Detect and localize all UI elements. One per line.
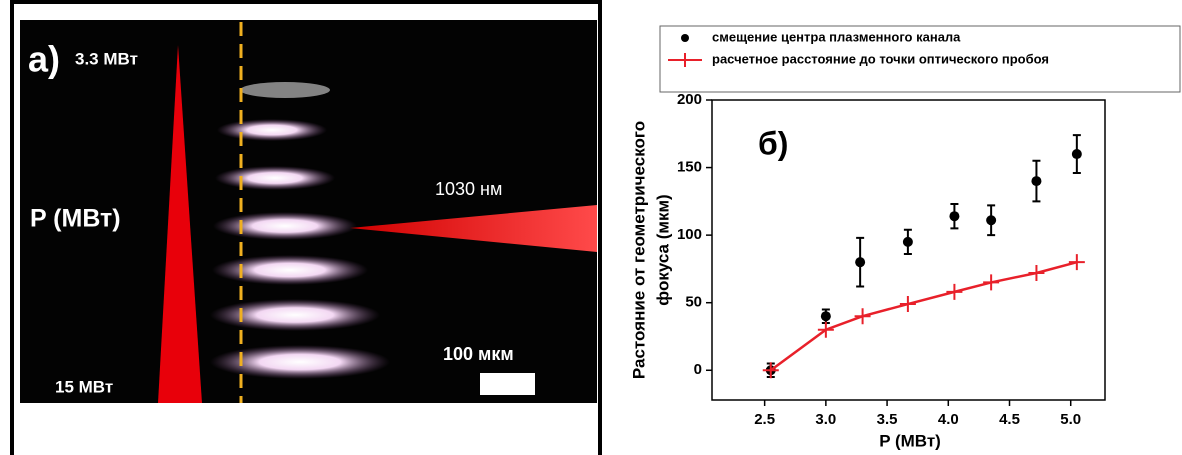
glow	[210, 299, 380, 331]
x-tick-label: 4.5	[999, 411, 1020, 428]
wavelength-label: 1030 нм	[435, 179, 502, 199]
x-tick-label: 4.0	[938, 411, 959, 428]
x-tick-label: 5.0	[1060, 411, 1081, 428]
scale-bar	[480, 373, 535, 395]
point	[903, 237, 913, 247]
point	[821, 311, 831, 321]
point	[949, 211, 959, 221]
y-axis-label: фокуса (мкм)	[653, 194, 672, 305]
glow	[217, 119, 327, 141]
glow	[215, 166, 335, 190]
y-tick-label: 200	[677, 91, 702, 108]
y-tick-label: 0	[694, 361, 702, 378]
point	[900, 296, 916, 312]
y-axis-label: Растояние от геометрического	[629, 121, 648, 379]
y-tick-label: 100	[677, 226, 702, 243]
x-tick-label: 2.5	[754, 411, 775, 428]
figure: a) 3.3 МВт P (МВт) 15 МВт 1030 нм 100 мк…	[0, 0, 1182, 455]
point	[983, 274, 999, 290]
glow	[210, 345, 390, 379]
power-label: 3.3 МВт	[75, 49, 138, 68]
panel-label: a)	[28, 39, 60, 80]
glow	[213, 212, 357, 240]
scale-label: 100 мкм	[443, 344, 514, 364]
legend-swatch	[681, 34, 689, 42]
x-tick-label: 3.0	[815, 411, 836, 428]
y-tick-label: 50	[685, 294, 702, 311]
power-label: 15 МВт	[55, 377, 113, 396]
power-label: P (МВт)	[30, 205, 121, 233]
point	[1028, 265, 1044, 281]
panel-label: б)	[758, 125, 788, 161]
point	[986, 215, 996, 225]
y-tick-label: 150	[677, 159, 702, 176]
point	[1072, 149, 1082, 159]
x-tick-label: 3.5	[877, 411, 898, 428]
glow	[240, 82, 330, 98]
point	[946, 284, 962, 300]
x-axis-label: P (МВт)	[879, 431, 941, 450]
point	[855, 257, 865, 267]
point	[1069, 254, 1085, 270]
glow	[212, 255, 368, 285]
legend-label: смещение центра плазменного канала	[712, 29, 961, 44]
legend-label: расчетное расстояние до точки оптическог…	[712, 51, 1049, 66]
point	[855, 308, 871, 324]
series-line	[771, 262, 1077, 370]
point	[1031, 176, 1041, 186]
